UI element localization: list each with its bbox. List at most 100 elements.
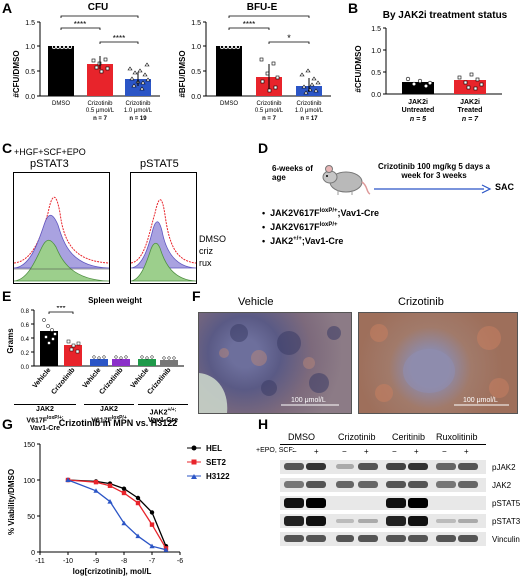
histogram-pstat5-title: pSTAT5: [140, 158, 179, 170]
histogram-pstat3: [13, 172, 110, 284]
g-point-set2-1: [93, 479, 99, 485]
blot-label-vinculin: Vinculin: [492, 535, 520, 544]
panel-label-e: E: [2, 288, 12, 304]
e-bar-veh3: [138, 359, 156, 366]
blot-row-pstat5: [280, 496, 486, 510]
cfu-n-2: n = 19: [129, 116, 147, 122]
hist-legend-rux: rux: [199, 258, 212, 268]
b-ytick-05: 0.5: [371, 70, 381, 77]
blot-row-pstat3: [280, 514, 486, 528]
blot-lane-7: −: [442, 447, 447, 456]
g-xtick-3: -8: [121, 558, 127, 565]
cfu-sig-2: ****: [74, 20, 86, 29]
g-legend: HEL SET2 H3122: [187, 444, 230, 481]
histogram-pstat3-title: pSTAT3: [30, 158, 69, 170]
panel-label-c: C: [2, 140, 13, 156]
g-xtick-0: -11: [35, 558, 45, 565]
bfu-sig-2: ****: [243, 20, 255, 29]
bfu-sig-3: *: [287, 33, 291, 43]
bfu-cat-dmso: DMSO: [220, 101, 238, 107]
schema-age: 6-weeks of age: [272, 164, 313, 182]
blot-group-dmso: DMSO: [288, 432, 315, 442]
g-xtick-5: -6: [177, 558, 183, 565]
g-ylabel: % Viability/DMSO: [7, 469, 16, 535]
g-point-hel-3: [121, 486, 127, 491]
bfu-cat-c10: Crizotinib: [296, 101, 322, 107]
g-xtick-4: -7: [149, 558, 155, 565]
g-ytick-1: 50: [27, 514, 35, 521]
e-x-veh1: Vehicle: [32, 367, 53, 390]
micrograph-vehicle-scale: 100 μmol/L: [291, 397, 326, 404]
e-ytick-02: 0.2: [21, 351, 30, 357]
cfu-ytick-05: 0.5: [25, 69, 35, 76]
b-ytick-1: 1.0: [371, 48, 381, 55]
genotype-1: • JAK2V617FloxP/+;Vav1-Cre: [262, 208, 380, 218]
panel-label-b: B: [348, 0, 359, 16]
genotype-list: • JAK2V617FloxP/+;Vav1-Cre • JAK2V617Flo…: [262, 205, 379, 247]
hist-legend-criz: criz: [199, 246, 213, 256]
blot-condition: +EPO, SCF:: [256, 447, 295, 454]
cfu-sig-3: ****: [113, 34, 125, 43]
cfu-title: CFU: [87, 2, 109, 13]
g-point-h3122-3: [121, 520, 127, 526]
blot-lane-5: −: [392, 447, 397, 456]
schema-sac: SAC: [495, 182, 515, 192]
b-ytick-0: 0.0: [371, 92, 381, 99]
panel-label-h: H: [258, 416, 269, 432]
blot-group-crizotinib: Crizotinib: [338, 432, 376, 442]
e-group-1: JAK2 V617FloxP/+; Vav1-Cre: [14, 404, 76, 433]
g-point-h3122-4: [135, 533, 141, 539]
g-point-set2-3: [121, 490, 127, 496]
e-ytick-04: 0.4: [21, 337, 30, 343]
panel-label-g: G: [2, 416, 13, 432]
e-x-criz1: Crizotinib: [50, 367, 76, 396]
blot-panel: DMSO Crizotinib Ceritinib Ruxolitinib +E…: [256, 430, 520, 578]
b-ylabel: #CFU/DMSO: [354, 45, 363, 92]
g-point-h3122-1: [93, 488, 99, 493]
cfu-bar-dmso: [48, 46, 74, 96]
panel-g-chart: % Viability/DMSO -11 -10 -9 -8 -7 -6 0 50 100 150…: [7, 442, 230, 576]
histogram-pstat5: [130, 172, 197, 284]
b-cat2-b: Treated: [458, 107, 483, 114]
cfu-cat-c05b: 0.5 μmol/L: [86, 108, 115, 114]
blot-lane-4: +: [364, 447, 369, 456]
e-bar-criz2: [112, 359, 130, 366]
g-point-h3122-6: [163, 547, 169, 552]
micrograph-vehicle-title: Vehicle: [238, 296, 274, 308]
blot-lane-6: +: [414, 447, 419, 456]
b-cat1-n: n = 5: [410, 116, 426, 123]
b-cat2-a: JAK2i: [460, 99, 480, 106]
micrograph-vehicle: 100 μmol/L: [198, 312, 352, 414]
blot-group-underline: [280, 444, 486, 445]
panel-label-a: A: [2, 0, 13, 16]
cfu-ytick-0: 0.0: [25, 94, 35, 101]
cfu-cat-dmso: DMSO: [52, 101, 70, 107]
g-legend-h3122: H3122: [206, 472, 230, 481]
cfu-cat-c05: Crizotinib: [87, 101, 113, 107]
mouse-icon: [322, 165, 371, 195]
genotype-3: • JAK2+/+;Vav1-Cre: [262, 236, 344, 246]
e-ytick-0: 0.0: [21, 365, 30, 371]
e-ylabel: Grams: [6, 328, 15, 354]
spleen-title: Spleen weight: [88, 296, 142, 305]
bfu-ytick-05: 0.5: [191, 69, 201, 76]
e-group-2: JAK2 V617FloxP/+: [84, 404, 134, 425]
e-ytick-08: 0.8: [21, 309, 30, 315]
g-point-hel-5: [149, 510, 155, 515]
bfu-title: BFU-E: [246, 2, 278, 13]
schema-arrow: [374, 184, 492, 194]
blot-lane-2: +: [314, 447, 319, 456]
genotype-2: • JAK2V617FloxP/+: [262, 222, 338, 232]
bfu-ytick-0: 0.0: [191, 94, 201, 101]
g-point-hel-4: [135, 495, 141, 501]
g-legend-set2: SET2: [206, 458, 227, 467]
bfu-n-1: n = 7: [262, 116, 277, 122]
e-x-veh3: Vehicle: [130, 367, 151, 390]
panel-e-chart: Grams 0.0 0.2 0.4 0.6 0.8 *** Vehicle Cr…: [6, 306, 184, 396]
blot-label-pstat5: pSTAT5: [492, 499, 520, 508]
g-point-set2-2: [107, 483, 113, 488]
hist-legend-dmso: DMSO: [199, 234, 226, 244]
g-title: Crizotinib in MPN vs. H3122: [58, 418, 178, 428]
g-line-h3122: [67, 479, 167, 551]
g-point-h3122-5: [149, 543, 155, 549]
